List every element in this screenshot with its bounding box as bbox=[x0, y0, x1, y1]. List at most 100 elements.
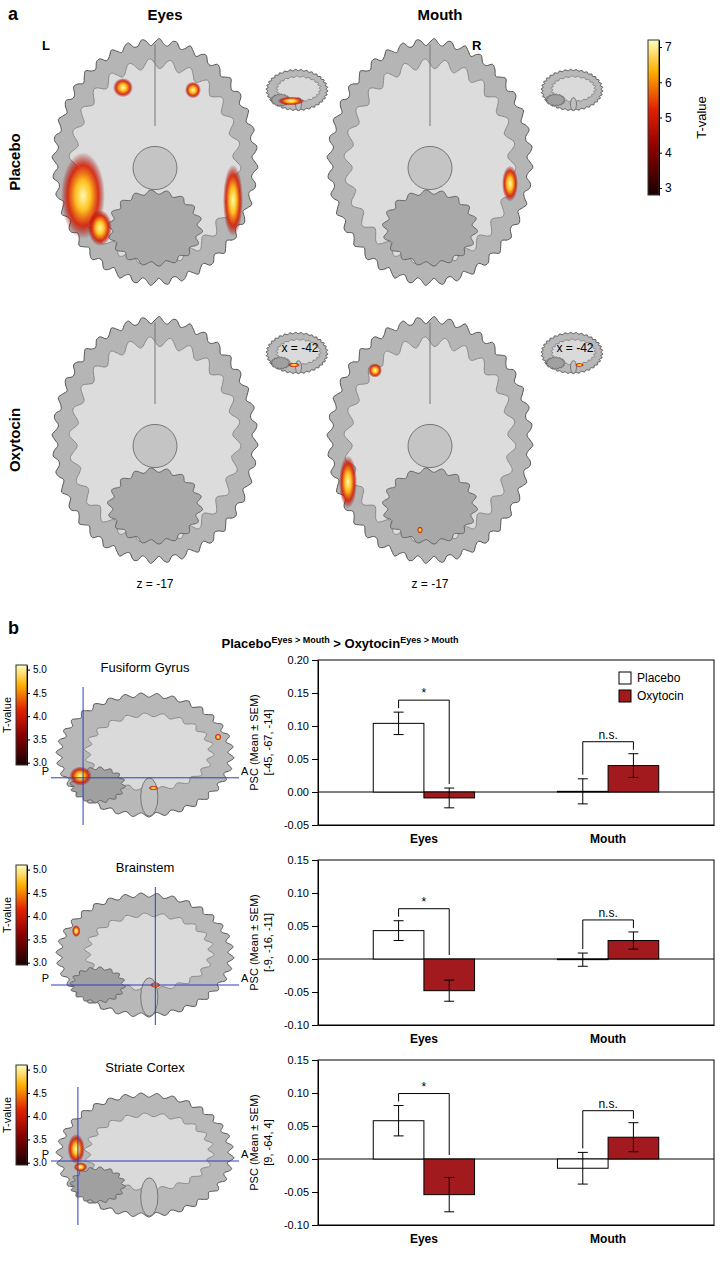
panel-label: b bbox=[8, 618, 19, 638]
slice-label: x = -42 bbox=[281, 341, 318, 355]
region-title: Brainstem bbox=[116, 860, 175, 875]
error-cap bbox=[628, 949, 638, 950]
error-bar bbox=[628, 932, 638, 949]
colorbar-ramp bbox=[16, 665, 27, 765]
colorbar-axis: 3.03.54.04.55.0 bbox=[27, 1064, 47, 1168]
cortex bbox=[52, 39, 258, 286]
colorbar-label: T-value bbox=[1, 1097, 13, 1133]
brainstem bbox=[571, 98, 577, 111]
tick: 3.5 bbox=[27, 734, 47, 745]
cortex bbox=[266, 332, 328, 373]
tick-label: 0.15 bbox=[288, 687, 309, 699]
y-axis: -0.050.000.050.100.150.20 bbox=[284, 654, 319, 831]
midbrain bbox=[408, 424, 452, 467]
error-cap bbox=[444, 1211, 454, 1212]
axis-title: PSC (Mean ± SEM) bbox=[248, 894, 260, 991]
tick-label: -0.05 bbox=[284, 819, 309, 831]
cortex bbox=[327, 39, 533, 286]
column-title: Mouth bbox=[418, 6, 463, 23]
activation bbox=[72, 925, 81, 937]
tick-mark bbox=[659, 118, 662, 119]
panel-title: PlaceboEyes > Mouth > OxytocinEyes > Mou… bbox=[222, 635, 459, 651]
tick: 5 bbox=[659, 111, 672, 125]
error-cap bbox=[578, 803, 588, 804]
activation bbox=[185, 82, 201, 99]
axis-title: [9, -64, 4] bbox=[262, 1119, 274, 1165]
midbrain bbox=[133, 146, 177, 189]
error-bar bbox=[578, 953, 588, 966]
tick: 0.05 bbox=[288, 753, 318, 765]
tick-mark bbox=[312, 1225, 318, 1226]
error-bar bbox=[394, 1106, 404, 1136]
tick-mark bbox=[27, 1070, 30, 1071]
significance-label: * bbox=[422, 1080, 427, 1094]
tick-mark bbox=[312, 860, 318, 861]
tick: -0.10 bbox=[284, 1219, 318, 1231]
tick: Mouth bbox=[590, 1225, 626, 1246]
title-superscript: Eyes > Mouth bbox=[271, 635, 329, 645]
tick-mark bbox=[312, 959, 318, 960]
tick: Eyes bbox=[410, 1025, 438, 1046]
tick-mark bbox=[27, 939, 30, 940]
tick: 4.5 bbox=[27, 888, 47, 899]
column-title: Eyes bbox=[147, 6, 182, 23]
significance-label: * bbox=[422, 895, 427, 909]
bar-chart: -0.10-0.050.000.050.100.15EyesMouthPSC (… bbox=[248, 1054, 715, 1246]
axis-title: [-45, -67, -14] bbox=[262, 709, 274, 775]
brain-sagittal: PA bbox=[42, 687, 249, 825]
cortex bbox=[327, 317, 533, 564]
activation bbox=[69, 766, 91, 785]
axis-line bbox=[319, 1225, 715, 1226]
tick-label: 3.0 bbox=[33, 757, 47, 768]
cortex bbox=[266, 69, 328, 110]
error-bar bbox=[444, 980, 454, 1001]
tick-label: 3.5 bbox=[33, 734, 47, 745]
tick-mark bbox=[27, 963, 30, 964]
cerebellum bbox=[70, 767, 125, 803]
tick: 4.0 bbox=[27, 1111, 47, 1122]
brain-sagittal: PA bbox=[42, 887, 249, 1025]
slice-label: z = -17 bbox=[411, 577, 448, 591]
error-bar bbox=[394, 712, 404, 734]
tick-label: 4 bbox=[665, 146, 672, 160]
brain-sagittal bbox=[541, 69, 603, 110]
colorbar-label: T-value bbox=[1, 897, 13, 933]
midline bbox=[430, 322, 431, 404]
crosshair bbox=[51, 1161, 239, 1162]
error-cap bbox=[444, 980, 454, 981]
marks bbox=[318, 712, 714, 808]
tick: 7 bbox=[659, 40, 672, 54]
error-cap bbox=[578, 966, 588, 967]
tick-label: 0.20 bbox=[288, 654, 309, 666]
tick-label: Mouth bbox=[590, 1032, 626, 1046]
tick-label: Eyes bbox=[410, 1032, 438, 1046]
tick-label: 0.00 bbox=[288, 1153, 309, 1165]
error-stem bbox=[449, 788, 450, 808]
axis-line bbox=[318, 661, 319, 826]
tick-label: 3.5 bbox=[33, 1134, 47, 1145]
error-cap bbox=[394, 940, 404, 941]
brain-axial bbox=[327, 39, 533, 286]
activation bbox=[223, 164, 243, 236]
tick-mark bbox=[312, 1159, 318, 1160]
colorbar-ramp bbox=[16, 865, 27, 965]
cerebellum bbox=[546, 94, 565, 106]
error-bar bbox=[394, 921, 404, 941]
cerebellum bbox=[382, 190, 477, 266]
tick-label: 4.0 bbox=[33, 911, 47, 922]
tick-label: 4.5 bbox=[33, 688, 47, 699]
error-cap bbox=[628, 777, 638, 778]
significance-bracket: n.s. bbox=[583, 906, 634, 949]
row-title: Placebo bbox=[6, 133, 23, 191]
crosshair bbox=[83, 687, 84, 825]
tick: 0.05 bbox=[288, 920, 318, 932]
tick: 4.5 bbox=[27, 688, 47, 699]
tick: Mouth bbox=[590, 825, 626, 846]
tick-mark bbox=[27, 870, 30, 871]
plot-frame bbox=[318, 660, 714, 825]
tick-label: 0.15 bbox=[288, 854, 309, 866]
colorbar-axis: 3.03.54.04.55.0 bbox=[27, 864, 47, 968]
colorbar: 3.03.54.04.55.0T-value bbox=[1, 864, 47, 968]
cerebellum bbox=[107, 468, 202, 544]
panel-label: a bbox=[8, 4, 19, 24]
